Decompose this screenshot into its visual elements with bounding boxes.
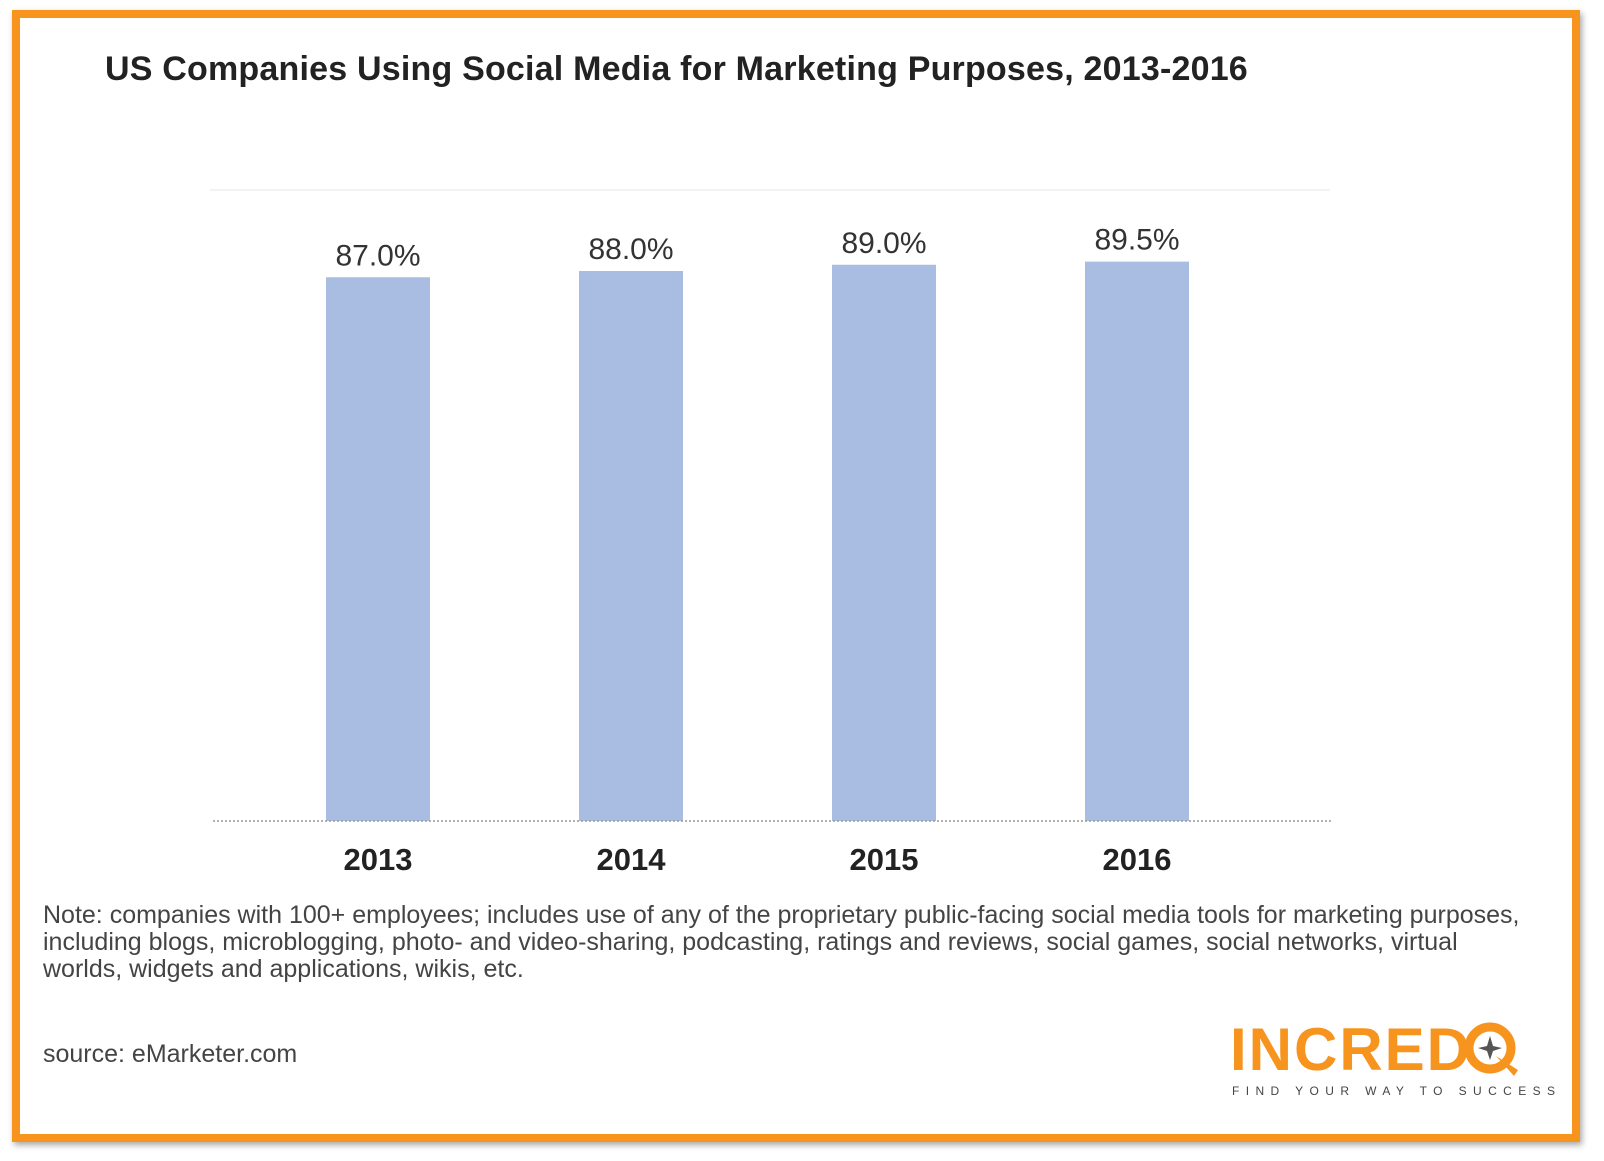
bar-2016 xyxy=(1085,261,1189,821)
x-tick-label-2015: 2015 xyxy=(850,842,919,877)
x-tick-label-2016: 2016 xyxy=(1103,842,1172,877)
bar-2014 xyxy=(579,271,683,821)
bar-value-label-2014: 88.0% xyxy=(588,233,673,266)
bar-value-label-2015: 89.0% xyxy=(841,227,926,260)
x-tick-label-2014: 2014 xyxy=(597,842,667,877)
bars-group: 87.0% 2013 88.0% 2014 89.0% 2015 89.5% 2016 xyxy=(326,224,1189,877)
chart-title: US Companies Using Social Media for Mark… xyxy=(105,50,1248,88)
x-tick-label-2013: 2013 xyxy=(344,842,413,877)
bar-value-label-2013: 87.0% xyxy=(335,239,420,272)
logo-wordmark: INCRED xyxy=(1230,1016,1473,1083)
compass-icon xyxy=(1464,1022,1518,1076)
chart-frame xyxy=(12,10,1580,1142)
bar-value-label-2016: 89.5% xyxy=(1094,224,1179,257)
source-credit: source: eMarketer.com xyxy=(43,1040,298,1068)
chart-note: Note: companies with 100+ employees; inc… xyxy=(43,901,1520,983)
bar-2013 xyxy=(326,277,430,821)
bar-2015 xyxy=(832,264,936,821)
incredo-logo: INCRED FIND YOUR WAY TO SUCCESS xyxy=(1230,1016,1555,1108)
logo-tagline: FIND YOUR WAY TO SUCCESS xyxy=(1232,1084,1562,1098)
